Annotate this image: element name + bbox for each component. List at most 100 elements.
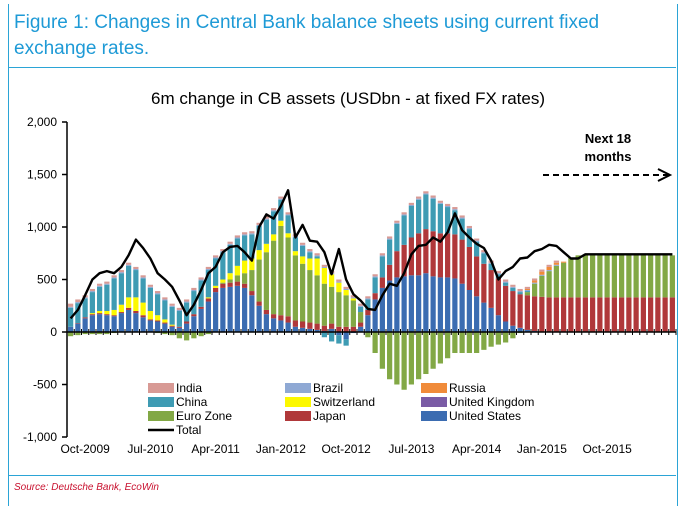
bar-euro-zone: [104, 332, 110, 335]
total-line: [69, 189, 673, 320]
bar-euro-zone: [575, 255, 581, 298]
bar-euro-zone: [590, 255, 596, 298]
bar-india: [234, 235, 240, 238]
bar-euro-zone: [321, 283, 327, 326]
bar-russia: [546, 266, 552, 271]
bar-euro-zone: [430, 332, 436, 369]
bar-india: [169, 303, 175, 306]
bar-russia: [561, 261, 567, 263]
bar-euro-zone: [220, 282, 226, 284]
bar-india: [89, 288, 95, 292]
bar-china: [176, 311, 182, 327]
legend-label: Brazil: [313, 381, 343, 395]
bar-euro-zone: [234, 275, 240, 282]
bar-euro-zone: [365, 332, 371, 338]
bar-china: [430, 198, 436, 232]
bar-japan: [488, 270, 494, 308]
bar-china: [481, 253, 487, 264]
bar-united-states: [510, 325, 516, 332]
bar-united-states: [89, 315, 95, 332]
bar-japan: [213, 287, 219, 293]
bar-united-states: [68, 326, 74, 332]
bar-brazil: [495, 273, 501, 275]
bar-euro-zone: [97, 332, 103, 335]
bar-china: [358, 306, 364, 313]
bar-united-states: [169, 326, 175, 332]
bar-brazil: [503, 281, 509, 283]
bar-india: [553, 260, 559, 263]
bar-india: [314, 253, 320, 256]
bar-china: [205, 270, 211, 298]
x-tick-label: Jul-2010: [127, 442, 173, 456]
x-tick-label: Oct-2012: [321, 442, 371, 456]
bar-euro-zone: [633, 255, 639, 298]
bar-united-states: [184, 323, 190, 332]
bar-india: [503, 279, 509, 282]
bar-japan: [582, 297, 588, 332]
bar-china: [292, 237, 298, 252]
bar-united-states: [292, 326, 298, 332]
bar-brazil: [263, 218, 269, 220]
bar-united-states: [198, 308, 204, 332]
bar-united-states: [423, 273, 429, 332]
bar-india: [459, 215, 465, 218]
bar-russia: [539, 271, 545, 275]
bar-euro-zone: [401, 332, 407, 390]
bar-china: [147, 287, 153, 311]
bar-china: [307, 252, 313, 259]
bar-china: [162, 300, 168, 320]
bar-brazil: [445, 206, 451, 208]
bar-brazil: [336, 281, 342, 283]
bar-brazil: [452, 209, 458, 211]
bar-japan: [619, 297, 625, 332]
bar-switzerland: [126, 297, 132, 308]
bar-india: [227, 241, 233, 244]
bar-euro-zone: [408, 332, 414, 385]
bar-united-states: [300, 327, 306, 332]
bar-japan: [561, 297, 567, 332]
x-tick-label: Jul-2013: [388, 442, 434, 456]
bar-euro-zone: [568, 257, 574, 298]
bar-euro-zone: [582, 255, 588, 298]
x-tick-label: Jan-2012: [256, 442, 306, 456]
bar-china: [408, 206, 414, 238]
bar-switzerland: [336, 282, 342, 293]
forecast-arrow-head-icon: [657, 168, 673, 182]
bar-euro-zone: [249, 270, 255, 292]
bar-japan: [648, 297, 654, 332]
bar-china: [517, 292, 523, 295]
bar-japan: [553, 297, 559, 332]
bar-euro-zone: [619, 255, 625, 298]
bar-japan: [329, 323, 335, 329]
y-axis: -1,000 -500 0 500 1,000 1,500 2,000: [23, 115, 68, 444]
bar-japan: [568, 297, 574, 332]
bar-china: [271, 211, 277, 235]
legend-label: Switzerland: [313, 395, 375, 409]
y-tick-label: 1,500: [27, 168, 57, 182]
bar-brazil: [321, 266, 327, 268]
bar-united-states: [205, 301, 211, 332]
bar-switzerland: [147, 311, 153, 320]
bar-india: [524, 286, 530, 289]
bar-china: [242, 235, 248, 261]
bar-japan: [336, 326, 342, 332]
legend-label: India: [176, 381, 202, 395]
bar-united-states: [126, 309, 132, 332]
bar-united-states: [227, 286, 233, 332]
bar-euro-zone: [546, 271, 552, 298]
legend-label: United Kingdom: [449, 395, 534, 409]
bar-china: [263, 219, 269, 244]
bar-russia: [553, 262, 559, 265]
bar-china: [126, 265, 132, 298]
bar-japan: [104, 314, 110, 316]
bar-japan: [97, 313, 103, 315]
bar-united-states: [430, 276, 436, 332]
bar-united-states: [314, 329, 320, 332]
bar-united-states: [234, 285, 240, 332]
bar-india: [176, 307, 182, 310]
bar-japan: [358, 322, 364, 327]
bar-india: [307, 249, 313, 252]
bar-china: [82, 298, 88, 318]
bar-euro-zone: [227, 279, 233, 283]
bar-euro-zone: [205, 332, 211, 335]
